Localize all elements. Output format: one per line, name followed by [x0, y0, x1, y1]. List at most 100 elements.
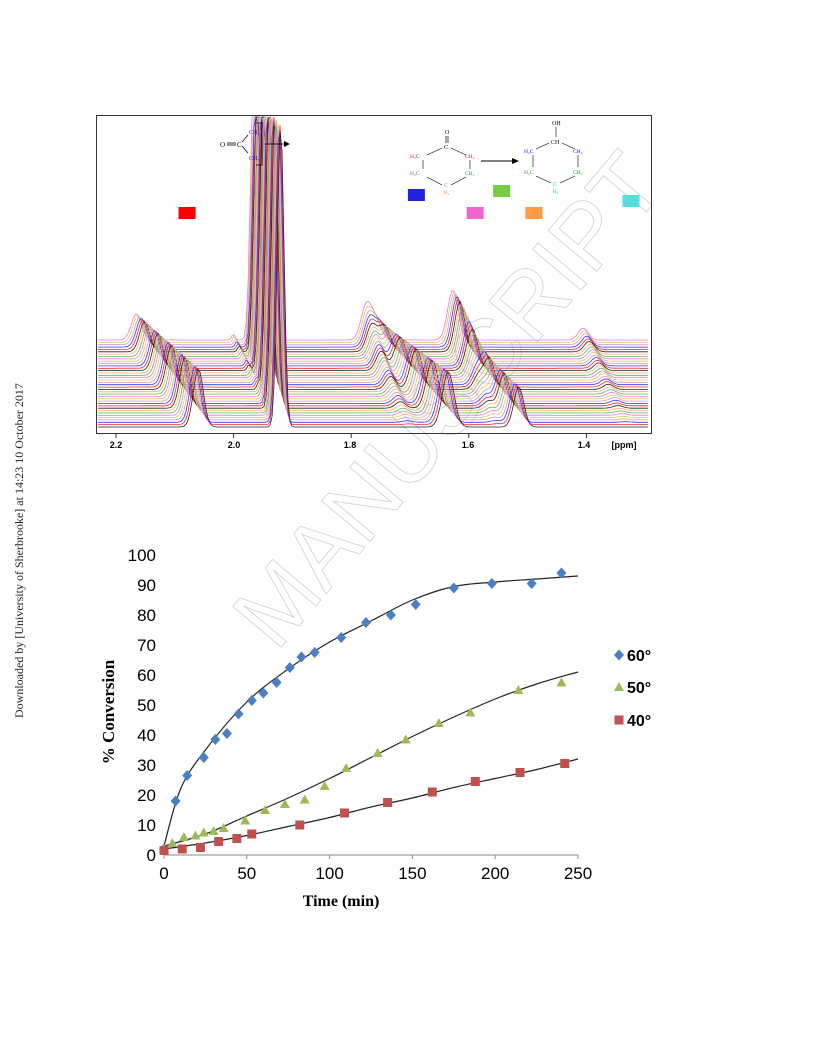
atom-ch2: CH₂	[573, 170, 583, 176]
data-point	[214, 837, 224, 846]
nmr-spectrum-trace	[98, 116, 648, 378]
nmr-spectrum-trace	[98, 115, 648, 348]
cyclohexanol-structure: OH CH H₂C CH₂ H₂C CH₂ C H₂	[524, 121, 583, 195]
x-tick-label: 200	[481, 864, 509, 883]
nmr-spectrum-trace	[98, 116, 648, 371]
data-point	[556, 567, 567, 579]
atom-o: O	[445, 130, 450, 136]
x-tick-label: 250	[564, 864, 592, 883]
x-tick-label: 150	[398, 864, 426, 883]
data-point	[470, 777, 480, 786]
data-point	[284, 662, 295, 673]
legend-marker	[614, 682, 624, 691]
data-point	[515, 768, 525, 777]
y-tick-label: 90	[137, 576, 156, 595]
reaction-scheme: O C H₂C CH₂ H₂C CH₂ C H₂ OH CH H₂	[410, 121, 583, 196]
legend-marker	[614, 715, 624, 725]
nmr-spectrum-trace	[98, 115, 648, 362]
data-point	[296, 651, 307, 663]
data-point	[232, 834, 242, 843]
data-point	[309, 647, 320, 658]
y-tick-label: 20	[137, 786, 156, 805]
nmr-tick-label: 1.4	[578, 440, 591, 450]
peak-marker	[178, 207, 196, 219]
nmr-frame	[96, 115, 652, 434]
data-point	[210, 734, 221, 745]
nmr-unit-label: [ppm]	[612, 440, 637, 450]
nmr-spectrum-trace	[98, 116, 648, 376]
nmr-spectrum-trace	[98, 116, 648, 346]
x-tick-label: 0	[159, 864, 168, 883]
nmr-spectrum-trace	[98, 125, 648, 421]
data-point	[177, 844, 187, 854]
legend-marker	[614, 649, 624, 661]
nmr-spectrum-trace	[98, 116, 648, 374]
data-point	[486, 578, 497, 589]
data-point	[198, 827, 209, 837]
data-point	[198, 752, 209, 763]
nmr-figure: 2.2 2.0 1.8 1.6 1.4 [ppm] O C CH₃ CH₃ O …	[96, 115, 652, 450]
peak-marker	[466, 207, 484, 219]
data-point	[336, 632, 347, 643]
x-tick-label: 50	[237, 864, 256, 883]
legend-label: 40°	[627, 713, 651, 730]
y-tick-label: 0	[147, 846, 156, 865]
nmr-spectrum-trace	[98, 116, 648, 341]
nmr-tick-label: 2.0	[228, 440, 241, 450]
nmr-tick-label: 1.8	[344, 440, 357, 450]
nmr-spectrum-trace	[98, 116, 648, 357]
data-point	[319, 781, 330, 790]
data-point	[170, 795, 181, 807]
atom-ch3-bottom: CH₃	[249, 156, 259, 162]
atom-h2c: H₂C	[410, 171, 420, 177]
data-point	[258, 687, 269, 699]
fit-curve	[163, 671, 579, 847]
nmr-spectrum-trace	[98, 116, 648, 395]
data-point	[178, 832, 189, 841]
data-point	[465, 707, 476, 717]
data-point	[383, 798, 393, 807]
conversion-chart: % Conversion Time (min) 0 10 20 30 40 50 60 70 8…	[99, 546, 651, 910]
nmr-spectrum-trace	[98, 116, 648, 367]
peak-markers	[178, 185, 640, 219]
data-point	[295, 820, 305, 830]
data-point	[427, 787, 437, 797]
legend-label: 50°	[627, 680, 651, 697]
y-tick-label: 60	[137, 666, 156, 685]
peak-marker	[407, 189, 425, 201]
data-point	[361, 617, 372, 628]
y-tick-label: 80	[137, 606, 156, 625]
nmr-spectrum-trace	[98, 132, 648, 423]
nmr-spectrum-trace	[98, 116, 648, 381]
chart-xlabel: Time (min)	[303, 893, 380, 910]
nmr-spectrum-trace	[98, 116, 648, 343]
nmr-spectrum-trace	[98, 116, 648, 407]
nmr-spectra	[98, 115, 649, 428]
nmr-spectrum-trace	[98, 116, 648, 393]
nmr-spectrum-trace	[98, 115, 648, 355]
x-tick-label: 100	[315, 864, 343, 883]
atom-h2: H₂	[553, 190, 559, 195]
data-point	[167, 838, 178, 847]
chart-ylabel: % Conversion	[99, 659, 118, 764]
nmr-tick-label: 1.6	[462, 440, 475, 450]
atom-ch3-top: CH₃	[249, 130, 259, 136]
nmr-spectrum-trace	[98, 130, 648, 428]
peak-marker	[493, 185, 511, 197]
data-point	[182, 770, 193, 781]
data-point	[372, 748, 383, 757]
nmr-spectrum-trace	[98, 116, 648, 364]
data-point	[556, 677, 567, 687]
nmr-spectrum-trace	[98, 115, 648, 360]
data-point	[526, 578, 537, 589]
peak-marker	[525, 207, 543, 219]
atom-h2c: H₂C	[410, 154, 420, 160]
nmr-spectrum-trace	[98, 119, 648, 411]
nmr-tick-label: 2.2	[110, 440, 123, 450]
atom-o: O	[220, 141, 225, 149]
nmr-x-axis: 2.2 2.0 1.8 1.6 1.4 [ppm]	[110, 434, 637, 450]
peak-marker	[622, 195, 640, 207]
data-points	[159, 567, 570, 855]
atom-ch2: CH₂	[465, 154, 475, 160]
atom-c: C	[444, 183, 448, 189]
